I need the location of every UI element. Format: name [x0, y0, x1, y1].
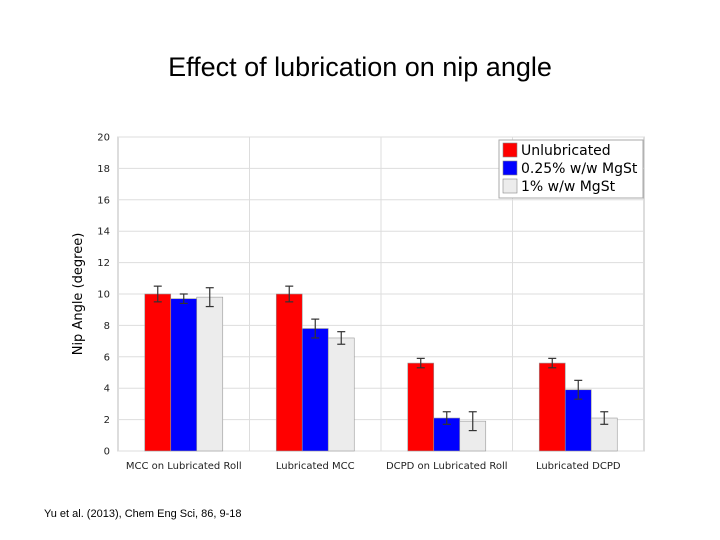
legend-swatch	[502, 178, 518, 194]
x-category-label: Lubricated DCPD	[536, 461, 621, 472]
y-tick-label: 10	[97, 290, 110, 301]
y-tick-label: 20	[97, 133, 110, 144]
bar	[196, 296, 224, 452]
y-tick-label: 8	[104, 321, 110, 332]
bar	[327, 337, 355, 452]
bar	[538, 362, 566, 452]
error-bars	[153, 285, 609, 432]
y-tick-label: 0	[104, 447, 110, 458]
legend-swatch	[502, 142, 518, 158]
x-category-label: Lubricated MCC	[276, 461, 355, 472]
legend-swatch	[502, 160, 518, 176]
citation: Yu et al. (2013), Chem Eng Sci, 86, 9-18	[44, 508, 242, 520]
bar	[275, 293, 303, 452]
y-tick-label: 2	[104, 415, 110, 426]
y-tick-label: 16	[97, 195, 110, 206]
y-axis-ticks: 0 2 4 6 8 10 12 14 16 18 20	[97, 133, 110, 458]
x-axis-category-labels: MCC on Lubricated Roll Lubricated MCC DCPD…	[126, 461, 621, 472]
legend-box	[498, 139, 644, 199]
y-tick-label: 4	[104, 384, 110, 395]
bar	[301, 328, 329, 452]
bar	[407, 362, 435, 452]
y-tick-label: 12	[97, 258, 110, 269]
slide-title: Effect of lubrication on nip angle	[168, 52, 552, 82]
legend-label: 1% w/w MgSt	[521, 179, 616, 195]
y-tick-label: 6	[104, 352, 110, 363]
legend-entries: Unlubricated 0.25% w/w MgSt 1% w/w MgSt	[502, 142, 638, 195]
bar	[170, 298, 198, 452]
y-tick-label: 18	[97, 164, 110, 175]
bar	[144, 293, 172, 452]
bars	[144, 293, 618, 452]
y-axis-label: Nip Angle (degree)	[71, 233, 86, 356]
legend-label: Unlubricated	[521, 143, 611, 159]
y-tick-label: 14	[97, 227, 110, 238]
legend: Unlubricated 0.25% w/w MgSt 1% w/w MgSt	[498, 139, 644, 199]
x-category-label: DCPD on Lubricated Roll	[386, 461, 508, 472]
x-category-label: MCC on Lubricated Roll	[126, 461, 242, 472]
legend-label: 0.25% w/w MgSt	[521, 161, 638, 177]
